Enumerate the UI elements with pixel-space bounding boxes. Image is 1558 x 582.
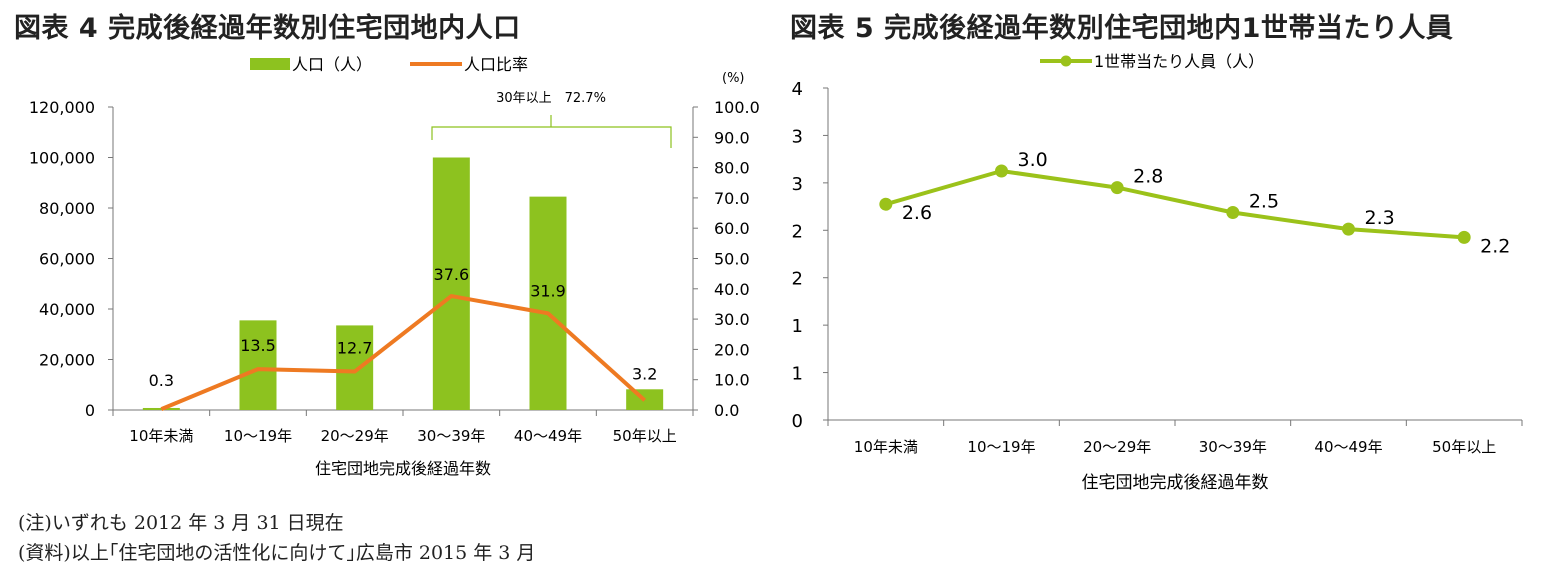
legend-bar-swatch — [250, 58, 290, 70]
right-chart-y-tick-label: 1 — [792, 316, 803, 337]
ratio-data-label: 3.2 — [632, 364, 657, 383]
right-chart-y-tick-label: 4 — [792, 79, 803, 100]
right-chart-y-tick-label: 1 — [792, 364, 803, 385]
household-size-chart: 0 1 1 2 2 3 3 4 10年未満 10～19年 20～29年 30～39年 40～49年 50年… — [792, 52, 1523, 493]
left-x-tick-label: 10～19年 — [224, 427, 292, 445]
right-chart-y-tick-label: 3 — [792, 174, 803, 195]
left-y-tick-label: 40,000 — [39, 300, 95, 319]
left-x-tick-label: 10年未満 — [129, 427, 193, 445]
household-size-data-label: 2.8 — [1133, 166, 1163, 188]
left-x-tick-label: 30～39年 — [417, 427, 485, 445]
household-size-marker — [879, 197, 893, 211]
household-size-marker — [1226, 206, 1240, 219]
right-axis-unit: (%) — [722, 71, 745, 86]
right-chart-y-tick-label: 2 — [792, 221, 803, 242]
right-y-tick-label: 80.0 — [714, 159, 750, 178]
right-chart-x-tick-label: 50年以上 — [1432, 438, 1496, 456]
population-bar — [432, 157, 470, 410]
ratio-data-label: 31.9 — [530, 281, 566, 300]
right-chart-x-tick-label: 10年未満 — [854, 438, 918, 456]
left-y-tick-label: 20,000 — [39, 351, 95, 370]
left-x-tick-label: 50年以上 — [613, 427, 677, 445]
right-chart-title: 図表 5 完成後経過年数別住宅団地内1世帯当たり人員 — [790, 13, 1454, 44]
right-chart-x-tick-label: 30～39年 — [1199, 438, 1267, 456]
ratio-data-label: 12.7 — [337, 339, 373, 358]
population-bar — [336, 325, 374, 410]
thirty-plus-bracket — [431, 115, 672, 148]
right-y-tick-label: 100.0 — [714, 98, 760, 117]
source-line: (資料)以上｢住宅団地の活性化に向けて｣広島市 2015 年 3 月 — [18, 542, 536, 564]
household-size-data-label: 2.5 — [1249, 191, 1279, 213]
household-size-data-label: 2.6 — [902, 202, 932, 224]
household-size-marker — [1110, 181, 1124, 195]
right-y-tick-label: 50.0 — [714, 250, 750, 269]
right-x-axis-title: 住宅団地完成後経過年数 — [1082, 473, 1269, 493]
right-chart-y-tick-label: 0 — [792, 411, 803, 432]
right-y-tick-label: 90.0 — [714, 128, 750, 147]
notes: (注)いずれも 2012 年 3 月 31 日現在 (資料)以上｢住宅団地の活性… — [18, 508, 535, 568]
left-x-axis-title: 住宅団地完成後経過年数 — [315, 459, 491, 478]
right-y-tick-label: 20.0 — [714, 340, 750, 359]
population-bar — [239, 320, 277, 410]
right-y-tick-label: 30.0 — [714, 310, 750, 329]
note-line: (注)いずれも 2012 年 3 月 31 日現在 — [18, 512, 344, 534]
thirty-plus-annotation: 30年以上 72.7% — [496, 91, 606, 106]
legend-marker-right — [1060, 55, 1072, 67]
left-y-tick-label: 80,000 — [39, 199, 95, 218]
household-size-marker — [1457, 230, 1471, 244]
ratio-data-label: 13.5 — [240, 336, 276, 355]
household-size-marker — [995, 164, 1008, 178]
left-chart-title: 図表 4 完成後経過年数別住宅団地内人口 — [14, 13, 521, 44]
right-chart-y-tick-label: 3 — [792, 126, 803, 147]
household-size-data-label: 2.2 — [1480, 235, 1510, 257]
left-y-tick-label: 100,000 — [29, 149, 95, 168]
right-chart-y-tick-label: 2 — [792, 269, 803, 290]
population-chart: 0 20,000 40,000 60,000 80,000 100,000 120,000 0… — [29, 55, 760, 478]
household-size-data-label: 2.3 — [1365, 207, 1395, 229]
legend-bar-label: 人口（人） — [292, 55, 372, 74]
ratio-data-label: 0.3 — [149, 371, 174, 390]
household-size-marker — [1342, 222, 1355, 236]
right-y-tick-label: 70.0 — [714, 189, 750, 208]
left-y-tick-label: 0 — [85, 401, 95, 420]
left-y-tick-label: 120,000 — [29, 98, 95, 117]
right-y-tick-label: 40.0 — [714, 280, 750, 299]
right-chart-x-tick-label: 10～19年 — [967, 438, 1035, 456]
right-chart-x-tick-label: 40～49年 — [1314, 438, 1382, 456]
ratio-line — [160, 294, 647, 411]
left-x-tick-label: 40～49年 — [514, 427, 582, 445]
legend-line-label: 人口比率 — [464, 55, 528, 74]
right-y-tick-label: 60.0 — [714, 219, 750, 238]
legend-label-right: 1世帯当たり人員（人） — [1094, 52, 1264, 71]
left-x-tick-label: 20～29年 — [321, 427, 389, 445]
ratio-data-label: 37.6 — [434, 265, 470, 284]
household-size-data-label: 3.0 — [1018, 149, 1048, 171]
left-y-tick-label: 60,000 — [39, 250, 95, 269]
household-size-line — [885, 169, 1465, 240]
right-chart-x-tick-label: 20～29年 — [1083, 438, 1151, 456]
right-y-tick-label: 0.0 — [714, 401, 739, 420]
population-bar — [529, 196, 567, 410]
right-y-tick-label: 10.0 — [714, 371, 750, 390]
